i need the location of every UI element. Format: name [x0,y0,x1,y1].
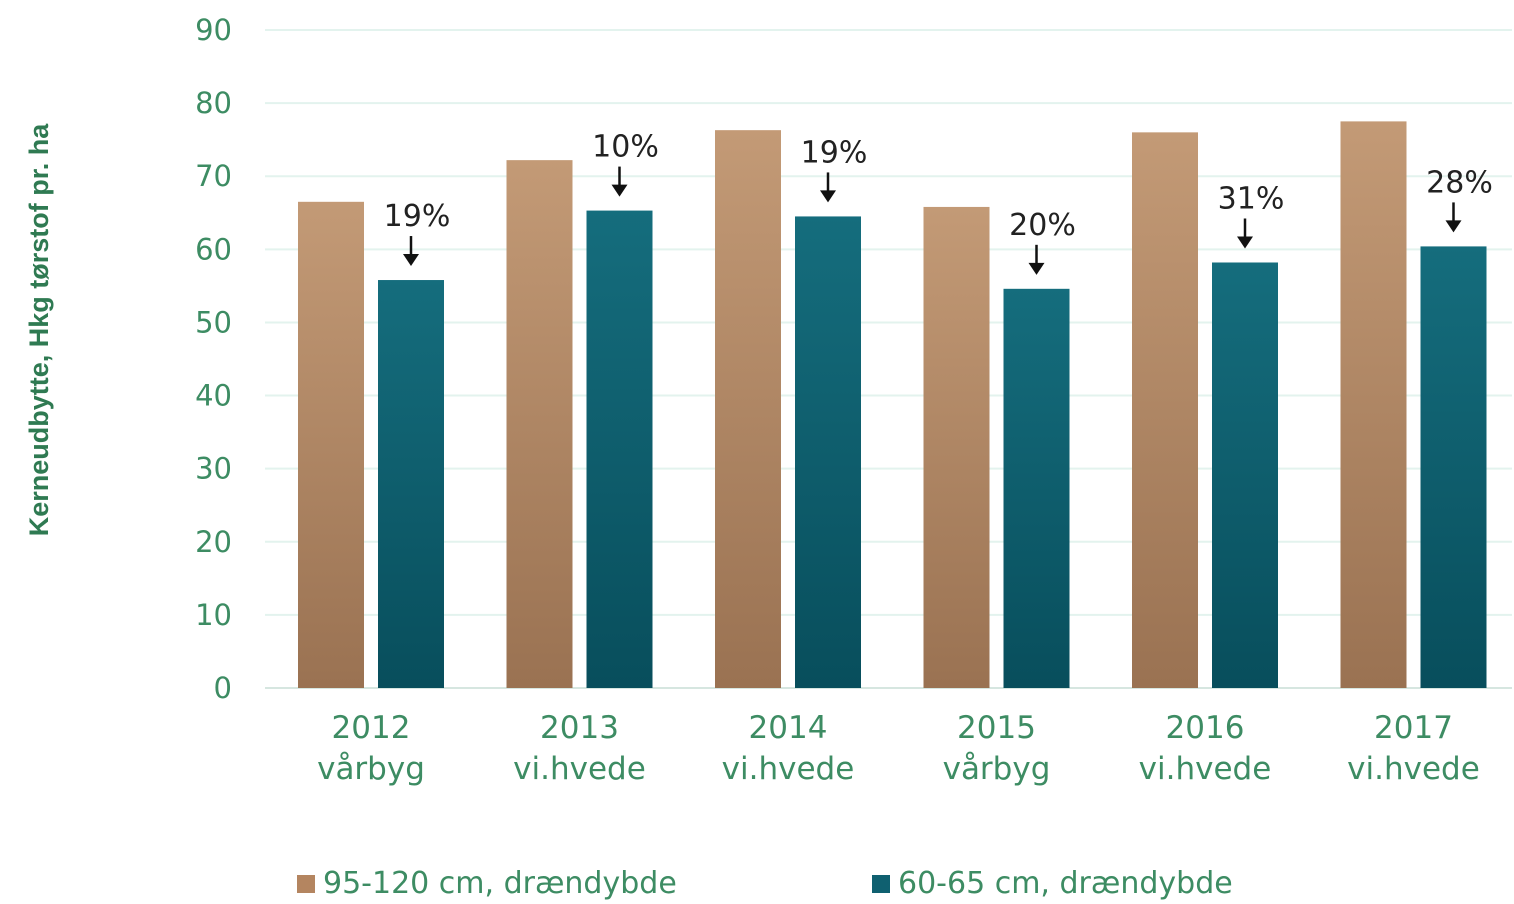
percent-label: 19% [801,135,868,170]
y-tick-label: 10 [195,598,232,632]
bars [298,121,1487,689]
percent-label: 28% [1426,165,1493,200]
bar-deep-2012 [298,201,364,689]
bar-shallow-2014 [795,216,861,688]
y-tick-label: 50 [195,305,232,339]
percent-label: 10% [592,130,659,165]
bar-shallow-2015 [1003,288,1070,688]
bar-deep-2015 [923,206,990,688]
legend: 95-120 cm, drændybde 60-65 cm, drændybde [297,866,1233,901]
legend-swatch [297,875,315,893]
x-category-crop: vi.hvede [722,751,855,787]
y-tick-label: 90 [195,13,232,47]
y-axis-ticks: 0 10 20 30 40 50 60 70 80 90 [195,13,232,705]
annotation-arrowhead [1028,262,1045,275]
y-tick-label: 60 [195,232,232,266]
y-tick-label: 20 [195,525,232,559]
x-category-year: 2013 [540,710,619,746]
bar-shallow-2016 [1212,262,1278,688]
y-tick-label: 0 [214,671,232,705]
bar-shallow-2013 [586,210,653,688]
annotation-arrowhead [403,254,419,267]
percent-label: 20% [1009,208,1076,243]
x-category-crop: vi.hvede [1139,751,1272,787]
y-tick-label: 80 [195,86,232,120]
annotation-arrowhead [820,190,836,203]
x-category-crop: vi.hvede [1347,751,1480,787]
x-category-year: 2012 [332,710,411,746]
bar-shallow-2012 [378,280,444,688]
x-category-year: 2017 [1374,710,1453,746]
legend-label: 95-120 cm, drændybde [323,866,677,901]
x-category-crop: vårbyg [317,751,425,787]
gridlines [265,29,1512,689]
legend-swatch [872,875,890,893]
bar-deep-2016 [1132,132,1198,688]
bar-deep-2014 [715,130,781,688]
y-axis-label: Kerneudbytte, Hkg tørstof pr. ha [24,123,54,537]
x-category-crop: vårbyg [943,751,1051,787]
legend-label: 60-65 cm, drændybde [898,866,1233,901]
percent-annotations: 19% 10% 19% 20% 31% 28% [384,130,1493,275]
percent-label: 19% [384,199,451,234]
x-category-crop: vi.hvede [513,751,646,787]
x-axis-categories: 2012 vårbyg 2013 vi.hvede 2014 vi.hvede 2015 vå… [317,710,1480,787]
annotation-arrowhead [1445,220,1462,233]
annotation-arrowhead [611,184,628,197]
x-category-year: 2014 [749,710,828,746]
annotation-arrowhead [1237,236,1253,249]
x-category-year: 2016 [1166,710,1245,746]
y-tick-label: 40 [195,379,232,413]
y-tick-label: 70 [195,159,232,193]
bar-deep-2013 [506,160,573,689]
x-category-year: 2015 [957,710,1036,746]
y-tick-label: 30 [195,452,232,486]
percent-label: 31% [1218,181,1285,216]
bar-deep-2017 [1340,121,1407,688]
bar-shallow-2017 [1420,246,1487,689]
